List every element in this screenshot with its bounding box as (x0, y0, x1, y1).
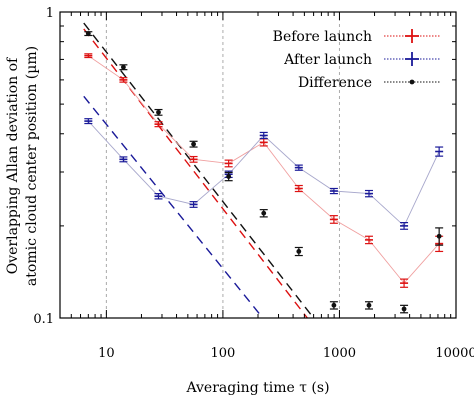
data-point-after-1 (119, 156, 128, 163)
data-point-difference-4 (224, 171, 233, 182)
data-point-before-5 (259, 138, 268, 147)
data-point-before-9 (400, 278, 409, 288)
marker (436, 233, 442, 239)
data-point-difference-9 (400, 304, 409, 314)
data-point-difference-6 (294, 246, 303, 257)
data-point-after-0 (84, 118, 93, 125)
data-point-after-9 (400, 222, 409, 230)
marker (85, 31, 91, 36)
data-point-difference-2 (154, 108, 163, 116)
data-point-after-3 (189, 201, 198, 208)
data-point-before-1 (119, 77, 128, 83)
legend-label: After launch (283, 52, 372, 68)
y-tick-label: 0.1 (33, 312, 54, 327)
trend-line-after (83, 95, 264, 319)
data-point-before-6 (294, 184, 303, 193)
data-point-difference-5 (259, 209, 268, 218)
legend-label: Difference (298, 75, 372, 91)
marker (191, 141, 196, 147)
marker (401, 306, 407, 312)
data-point-difference-3 (189, 140, 198, 148)
plot-border (59, 11, 457, 319)
x-tick-label: 10 (98, 346, 115, 361)
series-connecting-lines (87, 55, 440, 284)
legend-label: Before launch (273, 29, 372, 45)
y-axis-label-line-2: atomic cloud center position (µm) (24, 46, 40, 286)
trend-lines (83, 22, 315, 319)
data-point-before-4 (224, 159, 233, 168)
data-point-before-7 (329, 215, 338, 224)
data-point-after-2 (154, 192, 163, 200)
data-point-before-8 (364, 235, 373, 245)
y-tick-label: 1 (46, 6, 54, 21)
marker (366, 302, 372, 308)
connecting-line-before (88, 55, 440, 284)
data-point-after-7 (329, 187, 338, 195)
x-tick-label: 1000 (323, 346, 356, 361)
data-point-difference-7 (329, 301, 338, 310)
data-point-before-0 (84, 53, 93, 59)
data-point-difference-1 (119, 64, 128, 71)
legend-entry-difference: Difference (298, 75, 440, 91)
marker (121, 64, 126, 70)
data-point-after-10 (435, 146, 444, 157)
legend-entry-after: After launch (283, 52, 440, 68)
x-axis-label: Averaging time τ (s) (185, 380, 329, 396)
plot-frame (59, 11, 457, 319)
reference-lines (105, 12, 340, 318)
marker (331, 302, 337, 308)
data-point-after-8 (364, 189, 373, 198)
data-point-before-3 (189, 155, 198, 163)
marker (296, 249, 302, 254)
y-axis-label-line-1: Overlapping Allan deviation of (5, 56, 21, 274)
marker (156, 109, 161, 115)
trend-line-difference (83, 22, 315, 319)
legend-marker (409, 79, 415, 85)
x-tick-label: 10000 (435, 346, 474, 361)
legend-entry-before: Before launch (273, 29, 440, 45)
trend-line-before (83, 28, 308, 319)
data-point-before-2 (154, 121, 163, 128)
legend: Before launch After launch Difference (273, 29, 440, 91)
data-point-difference-8 (364, 301, 373, 310)
data-point-difference-0 (84, 31, 93, 37)
marker (226, 174, 232, 179)
data-points (84, 31, 444, 314)
marker (261, 210, 267, 216)
data-point-after-6 (294, 164, 303, 171)
axis-ticks: 10 100 1000 10000 0.1 1 (33, 6, 474, 361)
data-point-after-5 (259, 131, 268, 140)
x-tick-label: 100 (211, 346, 236, 361)
data-point-difference-10 (435, 227, 444, 246)
